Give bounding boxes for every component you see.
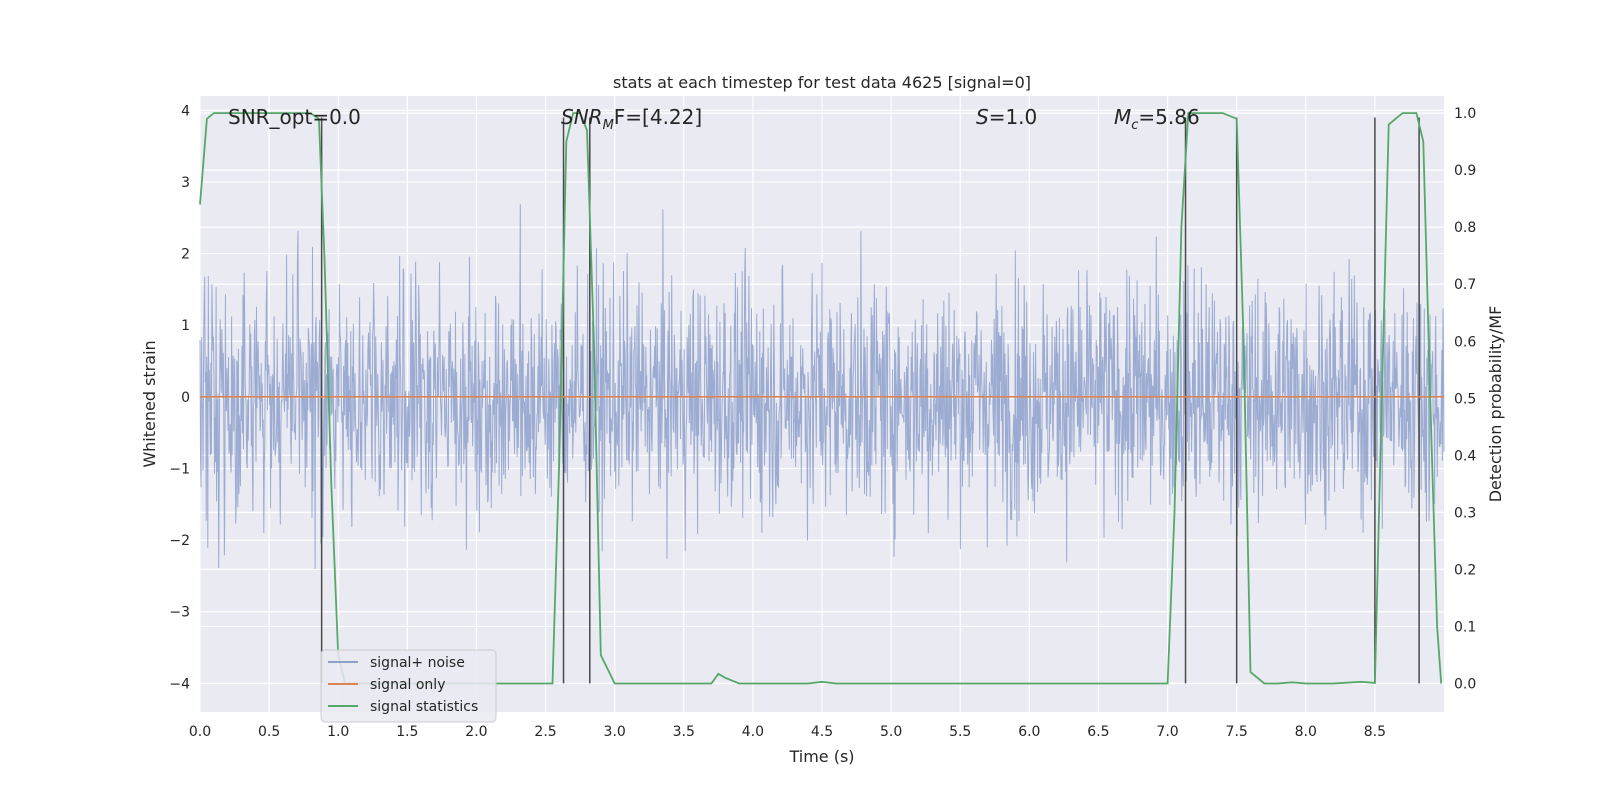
x-tick-label-16: 8.0: [1295, 724, 1317, 740]
legend-label-stats: signal statistics: [370, 699, 478, 715]
x-tick-label-2: 1.0: [327, 724, 349, 740]
series-lines: [199, 112, 1444, 685]
y-tick-label-4: 0: [181, 390, 190, 406]
y2-tick-label-8: 0.8: [1454, 220, 1476, 236]
y-tick-label-5: 1: [181, 318, 190, 334]
legend-label-signal: signal only: [370, 677, 445, 693]
x-tick-label-10: 5.0: [880, 724, 902, 740]
x-ticks: 0.0 0.5 1.0 1.5 2.0 2.5 3.0 3.5 4.0 4.5 5.0 5.5 6.0 6…: [189, 724, 1386, 740]
y2-tick-label-7: 0.7: [1454, 277, 1476, 293]
x-tick-label-14: 7.0: [1156, 724, 1178, 740]
x-tick-label-5: 2.5: [534, 724, 556, 740]
y2-ticks: 0.0 0.1 0.2 0.3 0.4 0.5 0.6 0.7 0.8 0.9 1.0: [1454, 106, 1476, 692]
x-tick-label-11: 5.5: [949, 724, 971, 740]
x-tick-label-6: 3.0: [604, 724, 626, 740]
x-tick-label-8: 4.0: [742, 724, 764, 740]
annotation-snr-mf: SNRMF=[4.22]: [561, 105, 702, 133]
y-tick-label-6: 2: [181, 247, 190, 263]
signal-statistics-line: [199, 112, 1443, 685]
annotation-s: S=1.0: [976, 105, 1037, 129]
y-tick-label-0: −4: [169, 676, 190, 692]
y2-tick-label-2: 0.2: [1454, 562, 1476, 578]
y-ticks: −4 −3 −2 −1 0 1 2 3 4: [169, 103, 190, 692]
y-tick-label-3: −1: [169, 461, 190, 477]
snr-mf-prefix: SNR: [561, 105, 603, 129]
x-axis-label: Time (s): [788, 747, 854, 766]
s-value: =1.0: [989, 105, 1038, 129]
y2-tick-label-4: 0.4: [1454, 448, 1476, 464]
chart-title: stats at each timestep for test data 462…: [613, 73, 1031, 92]
x-tick-label-15: 7.5: [1226, 724, 1248, 740]
x-tick-label-13: 6.5: [1087, 724, 1109, 740]
x-tick-label-7: 3.5: [673, 724, 695, 740]
snr-mf-suffix: F=[4.22]: [614, 105, 702, 129]
vertical-markers: [320, 117, 1420, 684]
y2-tick-label-1: 0.1: [1454, 619, 1476, 635]
s-italic: S: [976, 105, 989, 129]
x-tick-label-3: 1.5: [396, 724, 418, 740]
y-tick-label-8: 4: [181, 103, 190, 119]
legend-label-noise: signal+ noise: [370, 655, 465, 671]
y2-tick-label-10: 1.0: [1454, 106, 1476, 122]
annotation-snr-opt: SNR_opt=0.0: [228, 105, 361, 129]
y2-axis-label: Detection probability/MF: [1486, 306, 1505, 503]
x-tick-label-17: 8.5: [1364, 724, 1386, 740]
y2-tick-label-6: 0.6: [1454, 334, 1476, 350]
y-tick-label-1: −3: [169, 605, 190, 621]
y-tick-label-2: −2: [169, 533, 190, 549]
x-tick-label-4: 2.0: [465, 724, 487, 740]
y2-tick-label-0: 0.0: [1454, 676, 1476, 692]
y2-tick-label-3: 0.3: [1454, 505, 1476, 521]
legend-box: [320, 649, 497, 723]
y2-tick-label-5: 0.5: [1454, 391, 1476, 407]
x-tick-label-1: 0.5: [258, 724, 280, 740]
mc-sub: c: [1131, 118, 1138, 133]
snr-mf-sub: M: [603, 118, 614, 133]
x-tick-label-9: 4.5: [811, 724, 833, 740]
x-tick-label-0: 0.0: [189, 724, 211, 740]
y-tick-label-7: 3: [181, 175, 190, 191]
mc-italic: M: [1114, 105, 1131, 129]
y-axis-label: Whitened strain: [140, 340, 159, 467]
x-tick-label-12: 6.0: [1018, 724, 1040, 740]
legend: signal+ noise signal only signal statist…: [320, 649, 497, 723]
mc-value: =5.86: [1138, 105, 1199, 129]
y2-tick-label-9: 0.9: [1454, 163, 1476, 179]
annotation-mc: Mc=5.86: [1114, 105, 1200, 133]
